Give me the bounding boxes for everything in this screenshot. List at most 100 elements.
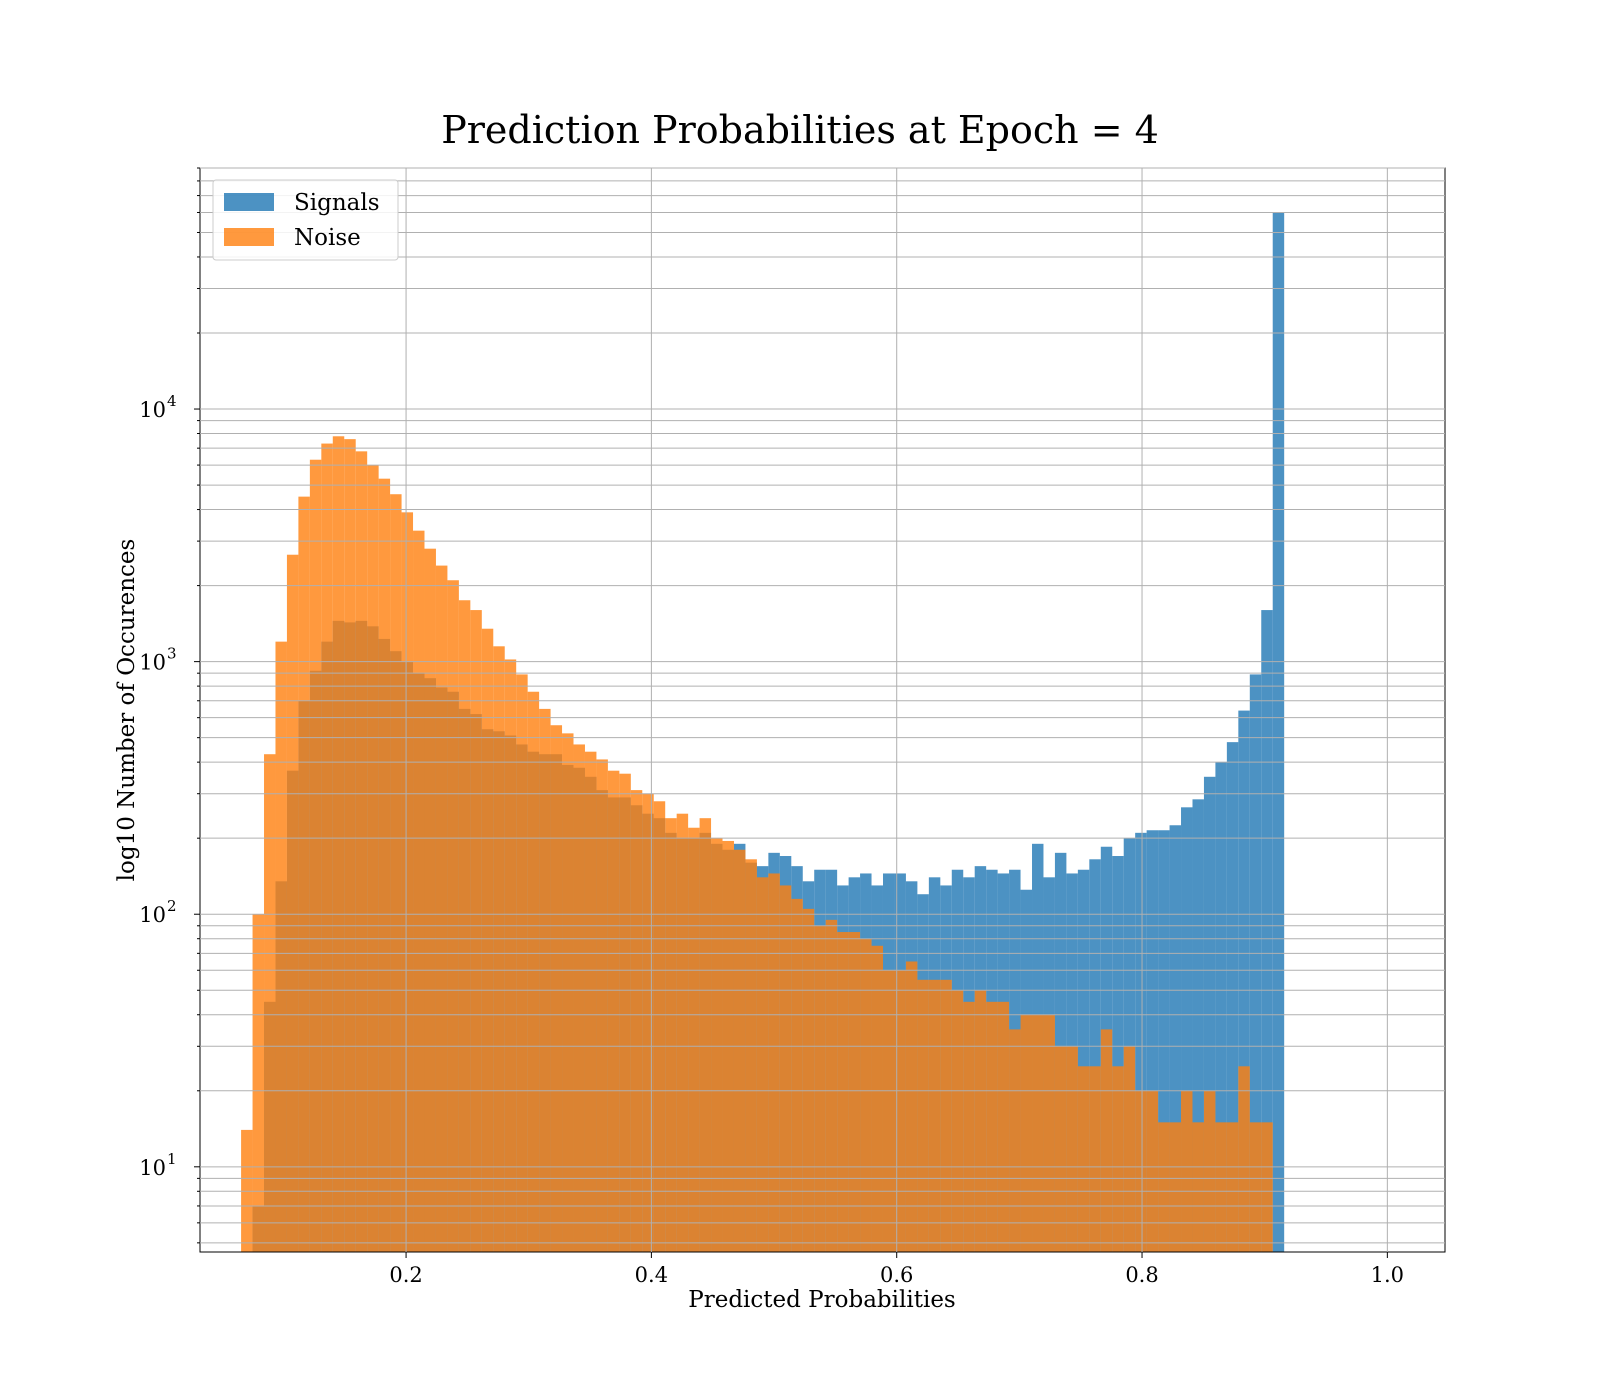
bar <box>447 580 459 1252</box>
bars-layer <box>241 212 1285 1253</box>
bar <box>997 1001 1010 1252</box>
bar <box>699 818 712 1252</box>
bar <box>1077 1066 1090 1252</box>
bar <box>309 459 322 1253</box>
bar <box>550 725 563 1252</box>
bar <box>642 793 654 1252</box>
bar <box>871 945 883 1252</box>
bar <box>1203 1090 1216 1252</box>
bar <box>848 932 861 1252</box>
bar <box>676 813 689 1252</box>
bar <box>539 708 551 1252</box>
bar <box>1089 1066 1101 1252</box>
bar <box>825 919 838 1252</box>
bar <box>1158 1122 1170 1252</box>
chart-title: Prediction Probabilities at Epoch = 4 <box>441 108 1159 152</box>
bar <box>1032 1014 1044 1252</box>
bar <box>344 439 356 1252</box>
bar <box>264 754 276 1252</box>
y-tick-exponent: 1 <box>167 1150 177 1168</box>
bar <box>1112 1066 1124 1252</box>
bar <box>401 512 414 1252</box>
y-tick-exponent: 3 <box>167 645 177 663</box>
bar <box>802 908 815 1252</box>
x-axis: 0.2 0.4 0.6 0.8 1.0 <box>389 1252 1404 1287</box>
legend-label-noise: Noise <box>294 225 361 251</box>
bar <box>665 818 677 1252</box>
bar <box>745 859 757 1252</box>
bar <box>504 659 517 1252</box>
bar <box>917 979 929 1252</box>
bar <box>619 773 631 1252</box>
bar <box>963 1001 975 1252</box>
bar <box>768 873 780 1252</box>
bar <box>1226 742 1239 1252</box>
bar <box>516 674 528 1252</box>
bar <box>711 838 723 1252</box>
y-axis-label: log10 Number of Occurences <box>114 539 140 882</box>
bar <box>470 610 482 1252</box>
x-tick-label: 0.6 <box>880 1263 913 1287</box>
x-axis-label: Predicted Probabilities <box>688 1287 956 1313</box>
bar <box>390 494 402 1253</box>
y-tick-label: 10 <box>139 1156 166 1180</box>
bar <box>321 443 333 1252</box>
x-tick-label: 0.8 <box>1125 1263 1158 1287</box>
bar <box>791 898 803 1252</box>
bar <box>1135 1090 1147 1252</box>
y-tick-label: 10 <box>139 903 166 927</box>
bar <box>527 691 540 1252</box>
bar <box>1238 710 1250 1252</box>
bar <box>1169 1122 1182 1252</box>
bar <box>860 938 872 1252</box>
y-tick-exponent: 4 <box>167 392 177 410</box>
bar <box>332 436 345 1252</box>
bar <box>928 979 941 1252</box>
bar <box>481 628 494 1252</box>
bar <box>1054 1046 1067 1252</box>
bar <box>275 641 287 1252</box>
bar <box>1238 1066 1250 1252</box>
bar <box>413 530 425 1252</box>
bar <box>1123 1046 1136 1252</box>
bar <box>1146 830 1159 1252</box>
bar <box>596 759 608 1252</box>
x-tick-label: 0.2 <box>389 1263 422 1287</box>
bar <box>1215 762 1227 1252</box>
bar <box>1043 1014 1055 1252</box>
bar <box>1158 830 1170 1252</box>
series-noise <box>241 436 1273 1253</box>
bar <box>435 565 448 1252</box>
bar <box>1226 1122 1239 1252</box>
bar <box>252 914 265 1252</box>
bar <box>1066 1046 1078 1252</box>
bar <box>1261 610 1273 1252</box>
bar <box>1192 1122 1204 1252</box>
bar <box>905 961 918 1252</box>
bar <box>814 925 826 1252</box>
bar <box>1181 1090 1193 1252</box>
bar <box>584 751 597 1252</box>
bar <box>986 1001 998 1252</box>
legend-label-signals: Signals <box>294 190 380 216</box>
bar <box>1112 856 1124 1252</box>
bar <box>1100 1029 1113 1252</box>
bar <box>883 970 895 1252</box>
bar <box>688 827 700 1252</box>
bar <box>756 877 769 1252</box>
x-tick-label: 0.4 <box>635 1263 668 1287</box>
bar <box>1169 825 1182 1252</box>
bar <box>562 733 574 1252</box>
bar <box>378 478 391 1252</box>
legend: Signals Noise <box>212 179 399 261</box>
bar <box>493 646 505 1252</box>
bar <box>974 990 987 1252</box>
bar <box>1020 1014 1033 1252</box>
bar <box>733 849 746 1252</box>
bar <box>1215 1122 1227 1252</box>
bar <box>1077 869 1090 1252</box>
x-tick-label: 1.0 <box>1371 1263 1404 1287</box>
y-tick-label: 10 <box>139 651 166 675</box>
